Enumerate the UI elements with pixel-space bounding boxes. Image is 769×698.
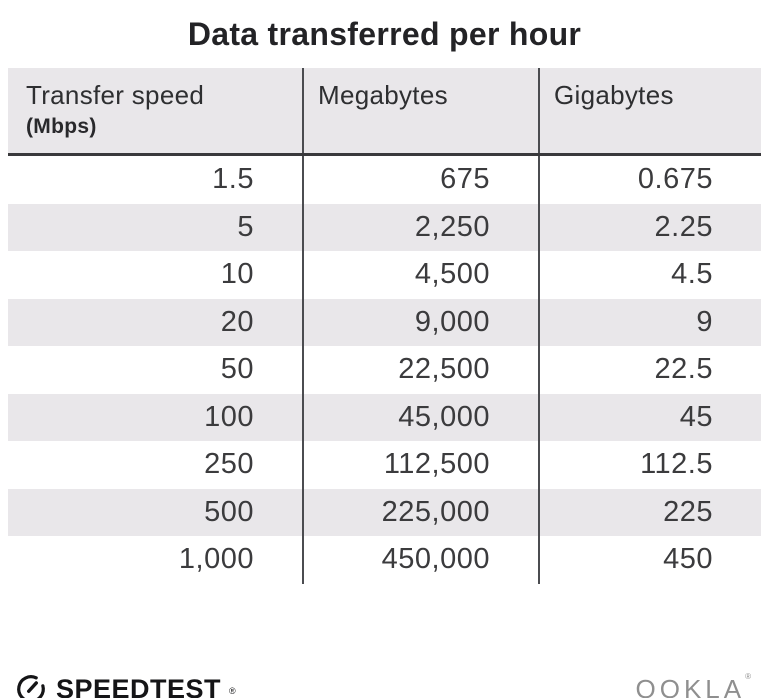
cell-transfer-speed: 1.5	[212, 163, 254, 195]
ookla-wordmark: OOKLA	[635, 673, 746, 698]
speedtest-logo: SPEEDTEST ®	[14, 672, 236, 698]
cell-megabytes: 22,500	[302, 346, 538, 394]
cell-transfer-speed: 10	[220, 258, 254, 290]
speedtest-gauge-icon	[14, 672, 48, 698]
header-cell-megabytes: Megabytes	[302, 68, 538, 153]
header-sublabel-mbps: (Mbps)	[26, 115, 97, 138]
cell-transfer-speed: 1,000	[178, 543, 254, 575]
cell-megabytes: 112,500	[302, 441, 538, 489]
data-table: Transfer speed (Mbps) Megabytes Gigabyte…	[8, 68, 761, 584]
cell-megabytes: 4,500	[302, 251, 538, 299]
table-row: 250 112,500 112.5	[8, 441, 761, 489]
cell-transfer-speed: 5	[237, 210, 254, 243]
table-row: 5 2,250 2.25	[8, 203, 761, 251]
cell-gigabytes: 450	[538, 536, 761, 584]
cell-transfer-speed: 250	[204, 448, 254, 480]
cell-gigabytes: 0.675	[538, 156, 761, 204]
page-title: Data transferred per hour	[187, 16, 582, 52]
header-label: Megabytes	[318, 80, 448, 110]
table-row: 1,000 450,000 450	[8, 536, 761, 584]
header-cell-gigabytes: Gigabytes	[538, 68, 761, 153]
table-header: Transfer speed (Mbps) Megabytes Gigabyte…	[8, 68, 761, 156]
header-label: Gigabytes	[554, 80, 674, 110]
ookla-trademark: ®	[745, 671, 755, 681]
ookla-logo: OOKLA®	[635, 671, 756, 698]
cell-gigabytes: 112.5	[538, 441, 761, 489]
speedtest-wordmark: SPEEDTEST	[56, 673, 222, 698]
cell-megabytes: 45,000	[302, 393, 538, 441]
cell-gigabytes: 2.25	[538, 203, 761, 251]
cell-transfer-speed: 500	[204, 495, 254, 528]
cell-megabytes: 225,000	[302, 488, 538, 536]
cell-gigabytes: 4.5	[538, 251, 761, 299]
cell-gigabytes: 225	[538, 488, 761, 536]
cell-transfer-speed: 50	[220, 353, 254, 385]
header-label: Transfer speed	[26, 80, 205, 110]
table-row: 1.5 675 0.675	[8, 156, 761, 204]
cell-transfer-speed: 100	[204, 400, 254, 433]
cell-gigabytes: 9	[538, 298, 761, 346]
table-row: 500 225,000 225	[8, 488, 761, 536]
cell-megabytes: 450,000	[302, 536, 538, 584]
speedtest-trademark: ®	[229, 686, 236, 696]
cell-megabytes: 9,000	[302, 298, 538, 346]
cell-transfer-speed: 20	[220, 305, 254, 338]
table-row: 50 22,500 22.5	[8, 346, 761, 394]
footer: SPEEDTEST ® OOKLA®	[14, 670, 755, 698]
table-row: 20 9,000 9	[8, 298, 761, 346]
table-row: 10 4,500 4.5	[8, 251, 761, 299]
table-row: 100 45,000 45	[8, 393, 761, 441]
cell-gigabytes: 22.5	[538, 346, 761, 394]
header-cell-transfer-speed: Transfer speed (Mbps)	[8, 68, 302, 153]
cell-megabytes: 675	[302, 156, 538, 204]
cell-megabytes: 2,250	[302, 203, 538, 251]
table-body: 1.5 675 0.675 5 2,250 2.25 10 4,500 4.5 …	[8, 156, 761, 584]
cell-gigabytes: 45	[538, 393, 761, 441]
